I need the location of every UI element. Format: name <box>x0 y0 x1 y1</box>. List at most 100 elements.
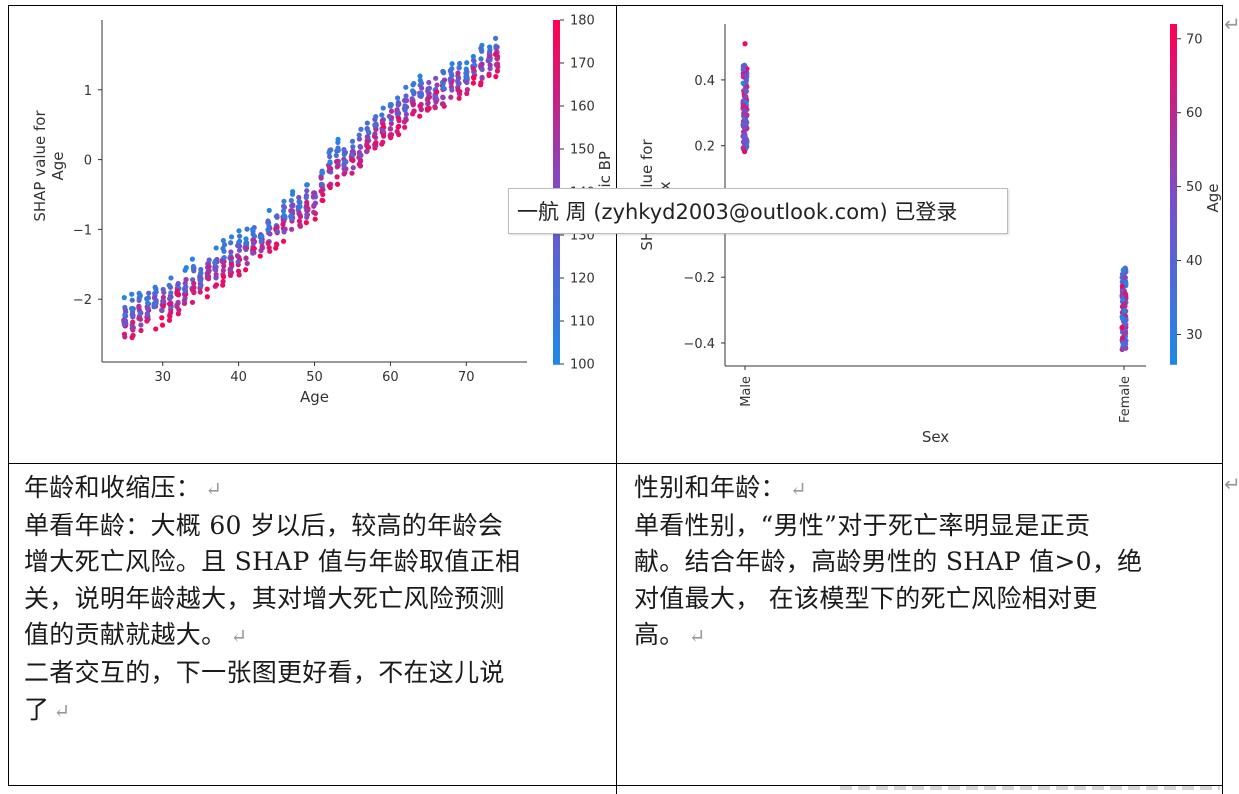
colorbar-segment <box>553 260 560 268</box>
colorbar-tick-label: 30 <box>1186 328 1203 343</box>
data-point <box>212 283 218 289</box>
data-point <box>236 247 243 253</box>
data-point <box>159 322 166 328</box>
data-point <box>448 67 454 73</box>
data-point <box>213 264 219 271</box>
data-point <box>410 102 416 108</box>
data-point <box>333 152 339 159</box>
data-point <box>258 238 264 244</box>
data-point <box>146 290 152 296</box>
colorbar-segment <box>1170 245 1177 252</box>
text-line-content: 对值最大， 在该模型下的死亡风险相对更 <box>634 583 1098 613</box>
data-point <box>236 272 242 278</box>
colorbar-segment <box>553 295 560 302</box>
colorbar-segment <box>553 65 560 73</box>
colorbar-segment <box>553 335 560 342</box>
data-point <box>395 124 401 130</box>
data-point <box>327 147 333 153</box>
table-border-right <box>1222 5 1223 794</box>
data-point <box>434 89 440 95</box>
colorbar-tick-label: 120 <box>570 272 595 287</box>
data-point <box>204 286 210 292</box>
data-point <box>130 325 136 331</box>
data-point <box>335 145 341 151</box>
colorbar-segment <box>1170 205 1177 212</box>
data-point <box>280 238 287 244</box>
data-point <box>189 256 196 262</box>
data-point <box>492 35 499 41</box>
data-point <box>130 332 136 338</box>
data-point <box>145 316 151 322</box>
data-point <box>743 124 749 130</box>
text-line-content: 性别和年龄： <box>634 473 786 502</box>
data-point <box>234 253 241 259</box>
data-point <box>463 74 469 80</box>
data-point <box>426 91 432 98</box>
colorbar-segment <box>1170 58 1177 65</box>
data-point <box>121 319 127 325</box>
colorbar-segment <box>553 283 560 291</box>
data-point <box>741 129 747 135</box>
data-point <box>221 263 227 269</box>
colorbar-segment <box>1170 35 1177 42</box>
data-point <box>357 163 364 169</box>
text-line-content: 高。 <box>634 620 685 650</box>
data-point <box>417 113 423 119</box>
y-tick-label: 0.2 <box>694 140 715 155</box>
data-point <box>401 97 408 104</box>
colorbar-segment <box>553 237 560 245</box>
x-tick-label: 30 <box>154 370 171 385</box>
colorbar-segment <box>553 300 560 308</box>
data-point <box>487 65 493 72</box>
bottom-dashed-line <box>840 786 1220 790</box>
colorbar-tick-label: 60 <box>1186 106 1203 121</box>
data-point <box>380 139 386 145</box>
colorbar-segment <box>553 358 560 365</box>
colorbar-segment <box>553 111 560 119</box>
data-point <box>182 285 188 291</box>
colorbar-segment <box>553 272 560 279</box>
colorbar-segment <box>553 329 560 337</box>
data-point <box>259 233 265 240</box>
data-point <box>410 82 416 88</box>
data-point <box>493 73 499 80</box>
y-tick-label: −2 <box>73 293 92 308</box>
colorbar-segment <box>1170 177 1177 184</box>
text-line: 单看年龄：大概 60 岁以后，较高的年龄会 <box>24 508 612 545</box>
data-point <box>1119 283 1126 289</box>
colorbar-segment <box>553 163 560 170</box>
data-point <box>455 75 462 81</box>
data-point <box>304 188 310 194</box>
data-point <box>161 298 167 305</box>
data-point <box>386 113 392 119</box>
colorbar-tick-label: 160 <box>570 100 595 115</box>
data-point <box>373 113 379 120</box>
data-point <box>266 207 272 214</box>
data-point <box>479 75 485 81</box>
colorbar-tick-label: 170 <box>570 57 595 72</box>
data-point <box>144 296 150 302</box>
data-point <box>449 72 455 78</box>
right-text-cell: 性别和年龄： ↵ 单看性别，“男性”对于死亡率明显是正贡 献。结合年龄，高龄男性的 S… <box>634 470 1220 655</box>
data-point <box>235 243 241 249</box>
colorbar-segment <box>1170 69 1177 76</box>
data-point <box>304 199 310 205</box>
colorbar-segment <box>553 77 560 84</box>
data-point <box>273 245 279 251</box>
data-point <box>228 240 234 246</box>
paragraph-mark: ↵ <box>688 624 706 649</box>
colorbar-segment <box>1170 97 1177 105</box>
data-point <box>243 240 249 246</box>
data-point <box>129 297 135 303</box>
data-point <box>197 274 203 280</box>
colorbar-segment <box>1170 114 1177 122</box>
colorbar-segment <box>1170 24 1177 31</box>
x-tick-label: 40 <box>230 370 247 385</box>
data-point <box>296 210 302 216</box>
colorbar-segment <box>1170 92 1177 99</box>
data-point <box>166 317 173 323</box>
text-line-content: 单看年龄：大概 60 岁以后，较高的年龄会 <box>24 510 504 540</box>
x-tick-label: Male <box>739 376 754 407</box>
data-point <box>380 105 386 111</box>
text-line: 二者交互的，下一张图更好看，不在这儿说 <box>24 655 612 692</box>
